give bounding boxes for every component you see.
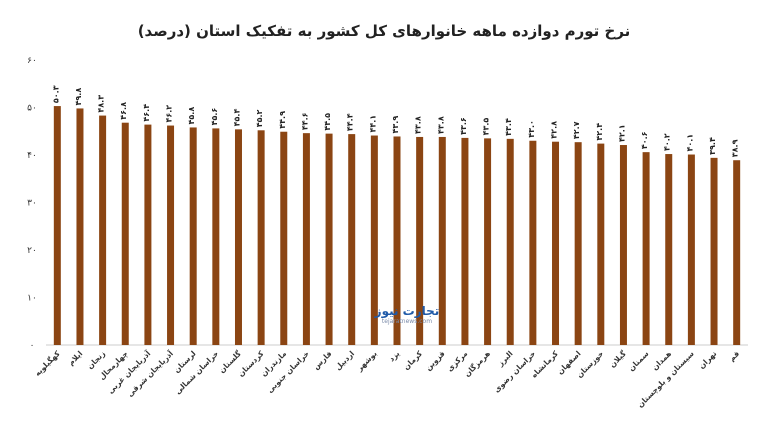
bar	[189, 127, 197, 345]
bar-data-label: ۴۵.۸	[187, 107, 196, 125]
bar	[370, 135, 378, 345]
bar	[438, 136, 446, 345]
bar-data-label: ۴۴.۹	[278, 111, 287, 129]
y-tick-label: ۱۰	[27, 294, 37, 304]
bar-data-label: ۴۶.۲	[165, 105, 174, 123]
bar-data-label: ۴۰.۲	[663, 133, 672, 151]
bar	[687, 154, 695, 345]
bar-data-label: ۴۳.۸	[436, 116, 445, 134]
bar	[597, 143, 605, 345]
bar	[619, 145, 627, 345]
bar	[642, 152, 650, 345]
bar-data-label: ۴۵.۲	[255, 109, 264, 127]
bar	[506, 138, 514, 345]
category-label: قم	[727, 349, 741, 363]
bar-data-label: ۴۳.۰	[527, 120, 536, 138]
bar	[529, 140, 537, 345]
bar-data-label: ۴۴.۵	[323, 113, 332, 131]
category-label: قزوین	[424, 349, 447, 372]
category-label: خراسان جنوبی	[265, 349, 311, 395]
y-tick-label: ۳۰	[27, 199, 37, 209]
bar	[733, 160, 741, 345]
bar-data-label: ۴۸.۳	[97, 95, 106, 113]
bar	[552, 141, 560, 345]
y-tick-label: ۰	[30, 341, 35, 351]
bar-data-label: ۴۳.۵	[482, 118, 491, 136]
bar-data-label: ۴۳.۹	[391, 116, 400, 134]
bar-data-label: ۴۹.۸	[74, 88, 83, 106]
watermark-text: تجارت نیوز	[374, 304, 440, 318]
bar-data-label: ۴۶.۸	[119, 102, 128, 120]
bar-data-label: ۳۹.۴	[708, 137, 717, 155]
category-label: اردبیل	[333, 349, 356, 372]
y-tick-label: ۲۰	[27, 246, 37, 256]
bar	[212, 128, 220, 345]
category-label: گیلان	[608, 349, 629, 370]
bar	[280, 131, 288, 345]
bar-data-label: ۴۰.۱	[685, 134, 694, 152]
bar-data-label: ۴۲.۷	[572, 121, 581, 139]
category-label: یزد	[387, 349, 402, 364]
bar-data-label: ۴۲.۱	[617, 124, 626, 142]
bar	[76, 108, 84, 345]
bar	[484, 138, 492, 345]
y-tick-label: ۶۰	[27, 56, 37, 66]
category-label: فارس	[311, 349, 333, 371]
watermark-url: tejaratnews.com	[381, 318, 433, 325]
bar-data-label: ۴۲.۴	[595, 123, 604, 141]
bar	[325, 133, 333, 345]
bar-data-label: ۴۰.۶	[640, 131, 649, 149]
bar-data-label: ۵۰.۳	[51, 85, 60, 103]
bar-data-label: ۴۴.۶	[300, 112, 309, 130]
bar	[99, 115, 107, 345]
bar	[144, 124, 152, 345]
bar-data-label: ۴۶.۴	[142, 104, 151, 122]
bar-data-label: ۳۸.۹	[731, 139, 740, 157]
chart-title: نرخ تورم دوازده ماهه خانوارهای کل کشور ب…	[137, 22, 631, 40]
bar-data-label: ۴۵.۴	[232, 109, 241, 127]
category-label: تهران	[697, 349, 719, 371]
bar	[348, 134, 356, 345]
bar-data-label: ۴۵.۶	[210, 108, 219, 126]
bar	[416, 136, 424, 345]
bar	[710, 157, 718, 345]
bar-data-label: ۴۳.۶	[459, 117, 468, 135]
bar-data-label: ۴۳.۸	[414, 116, 423, 134]
bar-data-label: ۴۴.۴	[346, 113, 355, 131]
category-label: البرز	[495, 349, 514, 368]
bar	[302, 133, 310, 345]
bar-data-label: ۴۴.۱	[368, 115, 377, 133]
brand-watermark: تجارت نیوز tejaratnews.com	[372, 304, 442, 325]
category-label: سمنان	[627, 349, 651, 373]
y-tick-label: ۵۰	[27, 104, 37, 114]
category-label: بوشهر	[354, 349, 379, 374]
category-label: ایلام	[66, 349, 84, 367]
category-label: کرمان	[402, 349, 425, 372]
category-label: کهگیلویه	[33, 349, 62, 378]
bar	[257, 130, 265, 345]
bar	[234, 129, 242, 345]
bar-data-label: ۴۳.۴	[504, 118, 513, 136]
bar	[393, 136, 401, 345]
y-tick-label: ۴۰	[27, 151, 37, 161]
bar-data-label: ۴۲.۸	[550, 121, 559, 139]
bar	[665, 154, 673, 345]
bar	[53, 106, 61, 345]
bar	[574, 142, 582, 345]
bar	[167, 125, 175, 345]
bar	[461, 137, 469, 345]
bar	[121, 122, 129, 345]
